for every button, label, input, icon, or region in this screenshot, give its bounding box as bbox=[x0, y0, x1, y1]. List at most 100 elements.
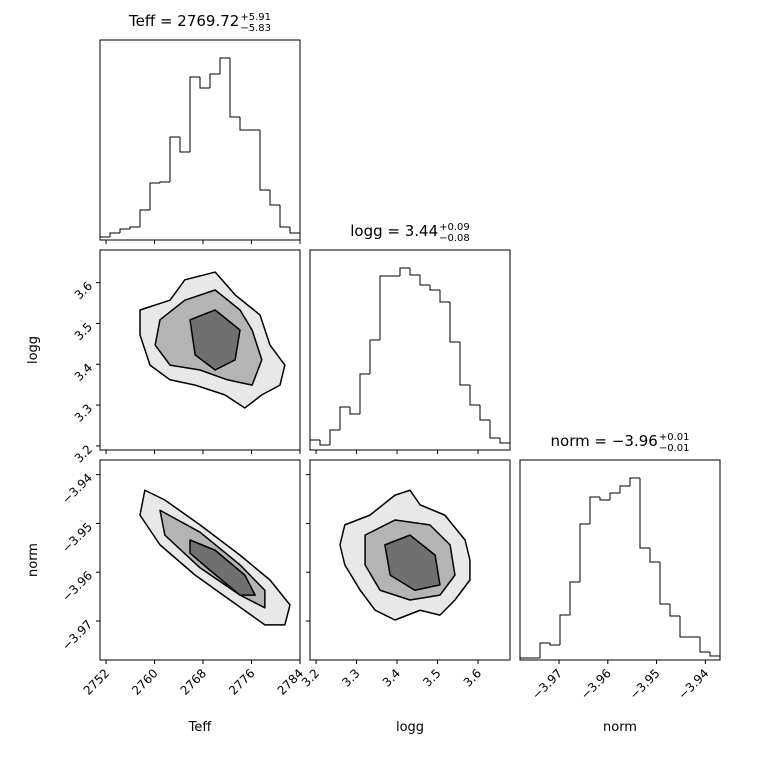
hist-step bbox=[169, 136, 180, 182]
x-tick-label: 2776 bbox=[226, 666, 257, 697]
hist-step bbox=[659, 562, 670, 605]
hist-step bbox=[329, 429, 340, 445]
hist-step bbox=[709, 652, 721, 660]
title-upper: +0.01 bbox=[659, 432, 690, 443]
x-tick-label: −3.95 bbox=[627, 666, 663, 702]
hist-step bbox=[189, 76, 200, 152]
hist-step bbox=[349, 407, 360, 415]
y-tick-label: 3.4 bbox=[72, 361, 95, 384]
panel-title: norm = −3.96 bbox=[551, 432, 658, 450]
x-tick-label: 2752 bbox=[81, 666, 112, 697]
y-tick-label: 3.2 bbox=[72, 442, 95, 465]
hist-step bbox=[469, 385, 480, 406]
hist-step bbox=[619, 485, 630, 493]
hist-step bbox=[449, 302, 460, 343]
hist-step bbox=[139, 209, 150, 227]
panel-frame bbox=[99, 249, 301, 451]
hist-step bbox=[239, 117, 250, 131]
hist-step bbox=[429, 285, 440, 291]
x-tick-label: 3.5 bbox=[420, 666, 443, 689]
contour bbox=[384, 534, 441, 591]
hist-step bbox=[319, 440, 330, 446]
hist-step bbox=[499, 438, 511, 450]
hist-step bbox=[119, 228, 130, 233]
y-tick-label: −3.97 bbox=[59, 617, 95, 653]
hist-step bbox=[479, 405, 490, 421]
hist-step bbox=[589, 496, 600, 524]
hist-step bbox=[359, 373, 370, 414]
hist-step bbox=[559, 614, 570, 645]
hist-step bbox=[579, 523, 590, 582]
hist-step bbox=[409, 268, 420, 276]
hist-step bbox=[309, 439, 320, 450]
hist-step bbox=[599, 497, 610, 501]
hist-step bbox=[229, 58, 240, 118]
x-tick-label: 2760 bbox=[129, 666, 160, 697]
panel-title: Teff = 2769.72 bbox=[128, 12, 239, 30]
hist-step bbox=[339, 406, 350, 430]
x-tick-label: 3.6 bbox=[461, 666, 484, 689]
hist-step bbox=[369, 339, 380, 374]
panel-title: logg = 3.44 bbox=[350, 222, 438, 240]
hist-step bbox=[379, 275, 390, 340]
y-tick-label: 3.6 bbox=[72, 279, 95, 302]
title-upper: +5.91 bbox=[240, 12, 271, 23]
hist-step bbox=[549, 643, 560, 646]
y-tick-label: −3.96 bbox=[59, 568, 95, 604]
hist-step bbox=[159, 181, 170, 183]
panel-frame bbox=[309, 249, 511, 451]
panel-frame bbox=[309, 459, 511, 661]
x-tick-label: 2768 bbox=[178, 666, 209, 697]
hist-step bbox=[639, 478, 650, 549]
hist-step bbox=[219, 57, 230, 74]
hist-step bbox=[669, 604, 680, 617]
hist-step bbox=[269, 190, 280, 206]
hist-step bbox=[609, 492, 620, 500]
x-tick-label: 3.2 bbox=[299, 666, 322, 689]
contour bbox=[189, 539, 256, 596]
hist-step bbox=[489, 420, 500, 439]
x-tick-label: 3.3 bbox=[339, 666, 362, 689]
x-axis-label: norm bbox=[603, 720, 637, 735]
hist-step bbox=[259, 130, 270, 191]
hist-step bbox=[649, 548, 660, 563]
y-tick-label: −3.95 bbox=[59, 520, 95, 556]
hist-step bbox=[459, 342, 470, 386]
contour bbox=[189, 309, 241, 371]
x-tick-label: −3.97 bbox=[529, 666, 565, 702]
x-tick-label: 3.4 bbox=[380, 666, 403, 689]
panel-frame bbox=[99, 39, 301, 241]
x-axis-label: logg bbox=[396, 720, 424, 735]
panel-frame bbox=[99, 459, 301, 661]
hist-step bbox=[149, 182, 160, 210]
title-upper: +0.09 bbox=[439, 222, 470, 233]
x-axis-label: Teff bbox=[188, 720, 213, 735]
y-axis-label: logg bbox=[26, 336, 41, 364]
y-tick-label: 3.3 bbox=[72, 401, 95, 424]
panel-frame bbox=[519, 459, 721, 661]
hist-step bbox=[109, 232, 120, 237]
hist-step bbox=[699, 637, 710, 653]
hist-step bbox=[679, 616, 690, 638]
hist-step bbox=[279, 205, 290, 228]
hist-step bbox=[569, 581, 580, 615]
hist-step bbox=[539, 642, 550, 658]
hist-step bbox=[439, 290, 450, 303]
hist-step bbox=[129, 226, 140, 229]
hist-step bbox=[629, 477, 640, 486]
title-lower: −0.01 bbox=[659, 443, 690, 454]
x-tick-label: −3.94 bbox=[676, 666, 712, 702]
hist-step bbox=[419, 275, 430, 286]
y-tick-label: −3.94 bbox=[59, 471, 95, 507]
hist-step bbox=[179, 137, 190, 153]
hist-step bbox=[209, 73, 220, 88]
y-tick-label: 3.5 bbox=[72, 320, 95, 343]
title-lower: −0.08 bbox=[439, 233, 470, 244]
title-lower: −5.83 bbox=[240, 23, 271, 34]
y-axis-label: norm bbox=[26, 543, 41, 577]
x-tick-label: −3.96 bbox=[578, 666, 614, 702]
hist-step bbox=[199, 77, 210, 89]
hist-step bbox=[289, 227, 301, 240]
hist-step bbox=[399, 267, 410, 276]
